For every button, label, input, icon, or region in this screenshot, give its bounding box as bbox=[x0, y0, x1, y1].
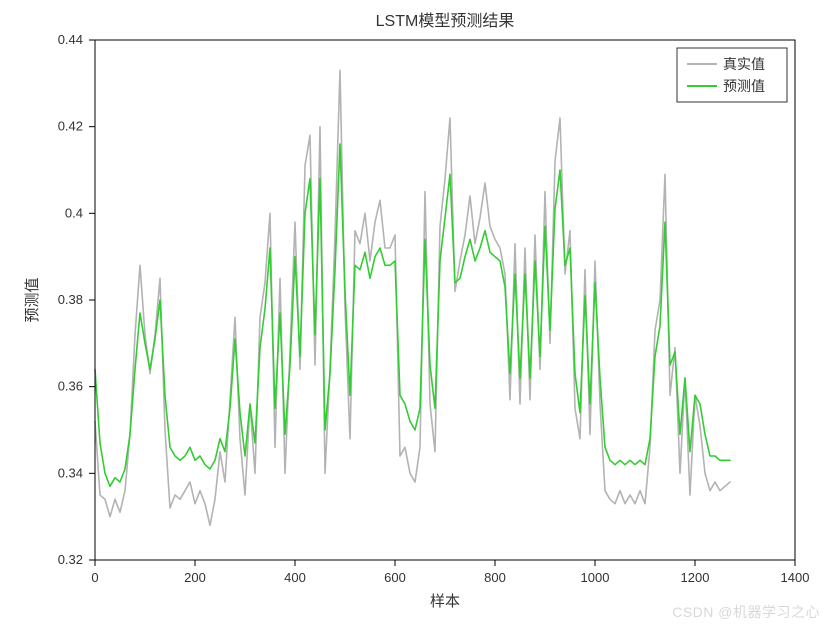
svg-text:0: 0 bbox=[91, 570, 98, 585]
legend-item-label: 真实值 bbox=[723, 56, 765, 72]
svg-text:1400: 1400 bbox=[781, 570, 810, 585]
chart-title: LSTM模型预测结果 bbox=[376, 12, 515, 30]
svg-text:600: 600 bbox=[384, 570, 406, 585]
svg-text:0.4: 0.4 bbox=[65, 205, 83, 220]
svg-text:0.38: 0.38 bbox=[58, 292, 83, 307]
svg-text:0.42: 0.42 bbox=[58, 119, 83, 134]
svg-text:1000: 1000 bbox=[581, 570, 610, 585]
legend: 真实值预测值 bbox=[677, 48, 787, 102]
svg-text:400: 400 bbox=[284, 570, 306, 585]
x-axis-label: 样本 bbox=[430, 593, 460, 610]
svg-text:0.44: 0.44 bbox=[58, 32, 83, 47]
svg-text:1200: 1200 bbox=[681, 570, 710, 585]
svg-text:0.36: 0.36 bbox=[58, 379, 83, 394]
svg-text:0.32: 0.32 bbox=[58, 552, 83, 567]
svg-text:200: 200 bbox=[184, 570, 206, 585]
y-axis-label: 预测值 bbox=[24, 277, 41, 322]
svg-text:800: 800 bbox=[484, 570, 506, 585]
svg-text:0.34: 0.34 bbox=[58, 465, 83, 480]
lstm-chart: 0 200 400 600 800 1000 1200 1400 0.32 0.34 0.36 0.3… bbox=[0, 0, 840, 630]
legend-item-label: 预测值 bbox=[723, 78, 765, 94]
